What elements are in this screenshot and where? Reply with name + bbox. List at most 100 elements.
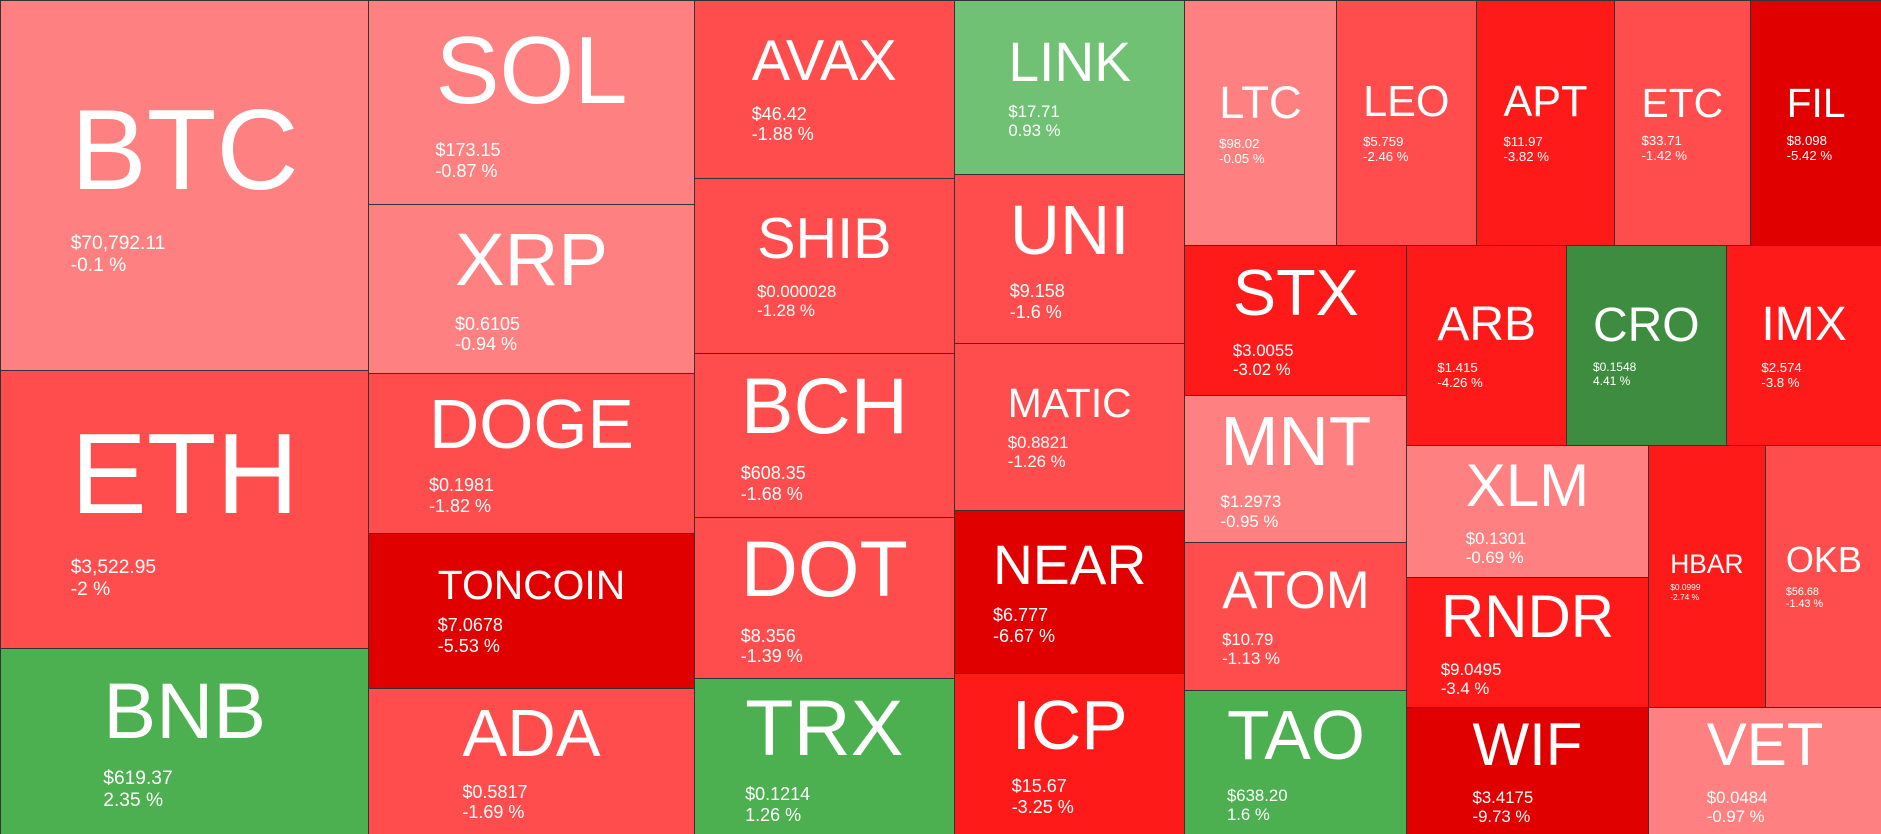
tile-content: ETC $33.71 -1.42 %	[1641, 83, 1723, 163]
tile-bnb[interactable]: BNB $619.37 2.35 %	[0, 648, 370, 834]
tile-symbol: LTC	[1219, 76, 1302, 128]
tile-symbol: NEAR	[993, 533, 1147, 596]
tile-content: MATIC $0.8821 -1.26 %	[1008, 383, 1132, 471]
tile-content: CRO $0.1548 4.41 %	[1593, 302, 1700, 388]
tile-price: $173.15	[435, 140, 501, 161]
tile-content: XLM $0.1301 -0.69 %	[1465, 451, 1590, 568]
tile-change: -2.46 %	[1363, 149, 1409, 165]
tile-symbol: ARB	[1437, 298, 1537, 352]
tile-price: $5.759	[1363, 134, 1404, 150]
tile-atom[interactable]: ATOM $10.79 -1.13 %	[1184, 542, 1408, 691]
tile-price: $3,522.95	[70, 556, 157, 578]
tile-rndr[interactable]: RNDR $9.0495 -3.4 %	[1406, 577, 1649, 708]
tile-price: $3.0055	[1232, 340, 1294, 360]
tile-symbol: ETH	[70, 410, 299, 538]
tile-toncoin[interactable]: TONCOIN $7.0678 -5.53 %	[368, 532, 695, 689]
tile-change: -1.69 %	[462, 802, 525, 823]
tile-symbol: FIL	[1786, 79, 1846, 126]
tile-hbar[interactable]: HBAR $0.0999 -2.74 %	[1647, 445, 1767, 708]
tile-symbol: XLM	[1465, 451, 1590, 519]
tile-dot[interactable]: DOT $8.356 -1.39 %	[693, 517, 955, 679]
tile-price: $1.2973	[1220, 492, 1282, 512]
tile-symbol: IMX	[1761, 298, 1847, 352]
tile-symbol: SHIB	[757, 207, 892, 272]
tile-near[interactable]: NEAR $6.777 -6.67 %	[954, 510, 1186, 675]
tile-symbol: TRX	[745, 682, 904, 772]
tile-symbol: CRO	[1592, 299, 1700, 353]
tile-price: $0.1548	[1592, 359, 1637, 374]
tile-price: $17.71	[1008, 101, 1060, 121]
tile-content: DOT $8.356 -1.39 %	[741, 529, 908, 667]
tile-shib[interactable]: SHIB $0.000028 -1.28 %	[693, 177, 955, 354]
tile-link[interactable]: LINK $17.71 0.93 %	[954, 0, 1186, 175]
tile-xrp[interactable]: XRP $0.6105 -0.94 %	[368, 204, 695, 375]
tile-bch[interactable]: BCH $608.35 -1.68 %	[693, 352, 955, 519]
tile-price: $3.4175	[1472, 788, 1534, 808]
tile-sol[interactable]: SOL $173.15 -0.87 %	[368, 0, 695, 205]
tile-change: -0.69 %	[1465, 548, 1524, 568]
tile-price: $0.1981	[429, 475, 495, 496]
tile-price: $619.37	[103, 767, 173, 789]
tile-mnt[interactable]: MNT $1.2973 -0.95 %	[1184, 394, 1408, 544]
tile-content: ETH $3,522.95 -2 %	[70, 410, 299, 601]
tile-price: $46.42	[751, 103, 807, 124]
tile-xlm[interactable]: XLM $0.1301 -0.69 %	[1406, 445, 1649, 579]
tile-symbol: LINK	[1008, 30, 1132, 93]
tile-avax[interactable]: AVAX $46.42 -1.88 %	[693, 0, 955, 179]
tile-arb[interactable]: ARB $1.415 -4.26 %	[1406, 244, 1567, 447]
tile-apt[interactable]: APT $11.97 -3.82 %	[1476, 0, 1615, 246]
tile-change: 4.41 %	[1592, 373, 1631, 388]
tile-price: $8.356	[740, 625, 796, 646]
tile-content: UNI $9.158 -1.6 %	[1010, 195, 1130, 322]
tile-symbol: DOGE	[429, 385, 634, 464]
tile-ada[interactable]: ADA $0.5817 -1.69 %	[368, 687, 695, 834]
tile-change: -1.82 %	[429, 495, 492, 516]
tile-ltc[interactable]: LTC $98.02 -0.05 %	[1184, 0, 1337, 246]
tile-change: -1.39 %	[740, 646, 803, 667]
tile-content: SOL $173.15 -0.87 %	[435, 23, 627, 181]
tile-tao[interactable]: TAO $638.20 1.6 %	[1184, 690, 1408, 834]
tile-content: VET $0.0484 -0.97 %	[1706, 714, 1824, 827]
tile-symbol: AVAX	[751, 29, 897, 94]
tile-change: -0.87 %	[435, 161, 498, 182]
tile-btc[interactable]: BTC $70,792.11 -0.1 %	[0, 0, 370, 371]
tile-content: WIF $3.4175 -9.73 %	[1472, 710, 1583, 827]
tile-okb[interactable]: OKB $56.68 -1.43 %	[1765, 445, 1881, 708]
tile-doge[interactable]: DOGE $0.1981 -1.82 %	[368, 373, 695, 534]
tile-symbol: BNB	[103, 666, 267, 756]
tile-content: ARB $1.415 -4.26 %	[1437, 301, 1536, 390]
tile-leo[interactable]: LEO $5.759 -2.46 %	[1335, 0, 1477, 246]
tile-change: -9.73 %	[1472, 807, 1531, 827]
tile-wif[interactable]: WIF $3.4175 -9.73 %	[1406, 706, 1649, 834]
tile-symbol: WIF	[1472, 710, 1583, 778]
tile-symbol: ATOM	[1222, 561, 1370, 621]
tile-fil[interactable]: FIL $8.098 -5.42 %	[1749, 0, 1881, 246]
tile-eth[interactable]: ETH $3,522.95 -2 %	[0, 369, 370, 649]
tile-price: $2.574	[1761, 359, 1802, 375]
tile-content: NEAR $6.777 -6.67 %	[993, 533, 1147, 647]
tile-symbol: ETC	[1641, 79, 1724, 126]
tile-content: APT $11.97 -3.82 %	[1504, 81, 1588, 165]
tile-price: $608.35	[740, 463, 806, 484]
tile-vet[interactable]: VET $0.0484 -0.97 %	[1647, 706, 1881, 834]
tile-uni[interactable]: UNI $9.158 -1.6 %	[954, 174, 1186, 345]
tile-price: $0.1301	[1465, 528, 1527, 548]
tile-price: $98.02	[1219, 135, 1260, 151]
tile-trx[interactable]: TRX $0.1214 1.26 %	[693, 678, 955, 834]
tile-etc[interactable]: ETC $33.71 -1.42 %	[1614, 0, 1751, 246]
tile-content: DOGE $0.1981 -1.82 %	[429, 390, 634, 516]
tile-stx[interactable]: STX $3.0055 -3.02 %	[1184, 244, 1408, 396]
tile-icp[interactable]: ICP $15.67 -3.25 %	[954, 673, 1186, 834]
tile-cro[interactable]: CRO $0.1548 4.41 %	[1566, 244, 1727, 447]
tile-price: $0.0484	[1706, 788, 1768, 808]
tile-matic[interactable]: MATIC $0.8821 -1.26 %	[954, 343, 1186, 511]
tile-imx[interactable]: IMX $2.574 -3.8 %	[1725, 244, 1881, 447]
tile-change: -1.28 %	[757, 300, 815, 320]
tile-price: $0.8821	[1007, 432, 1069, 452]
tile-symbol: ICP	[1011, 685, 1128, 764]
tile-content: TONCOIN $7.0678 -5.53 %	[438, 565, 625, 656]
tile-symbol: XRP	[455, 218, 608, 302]
tile-content: ADA $0.5817 -1.69 %	[462, 699, 600, 823]
tile-change: -0.97 %	[1706, 807, 1765, 827]
tile-change: -3.25 %	[1011, 796, 1074, 817]
